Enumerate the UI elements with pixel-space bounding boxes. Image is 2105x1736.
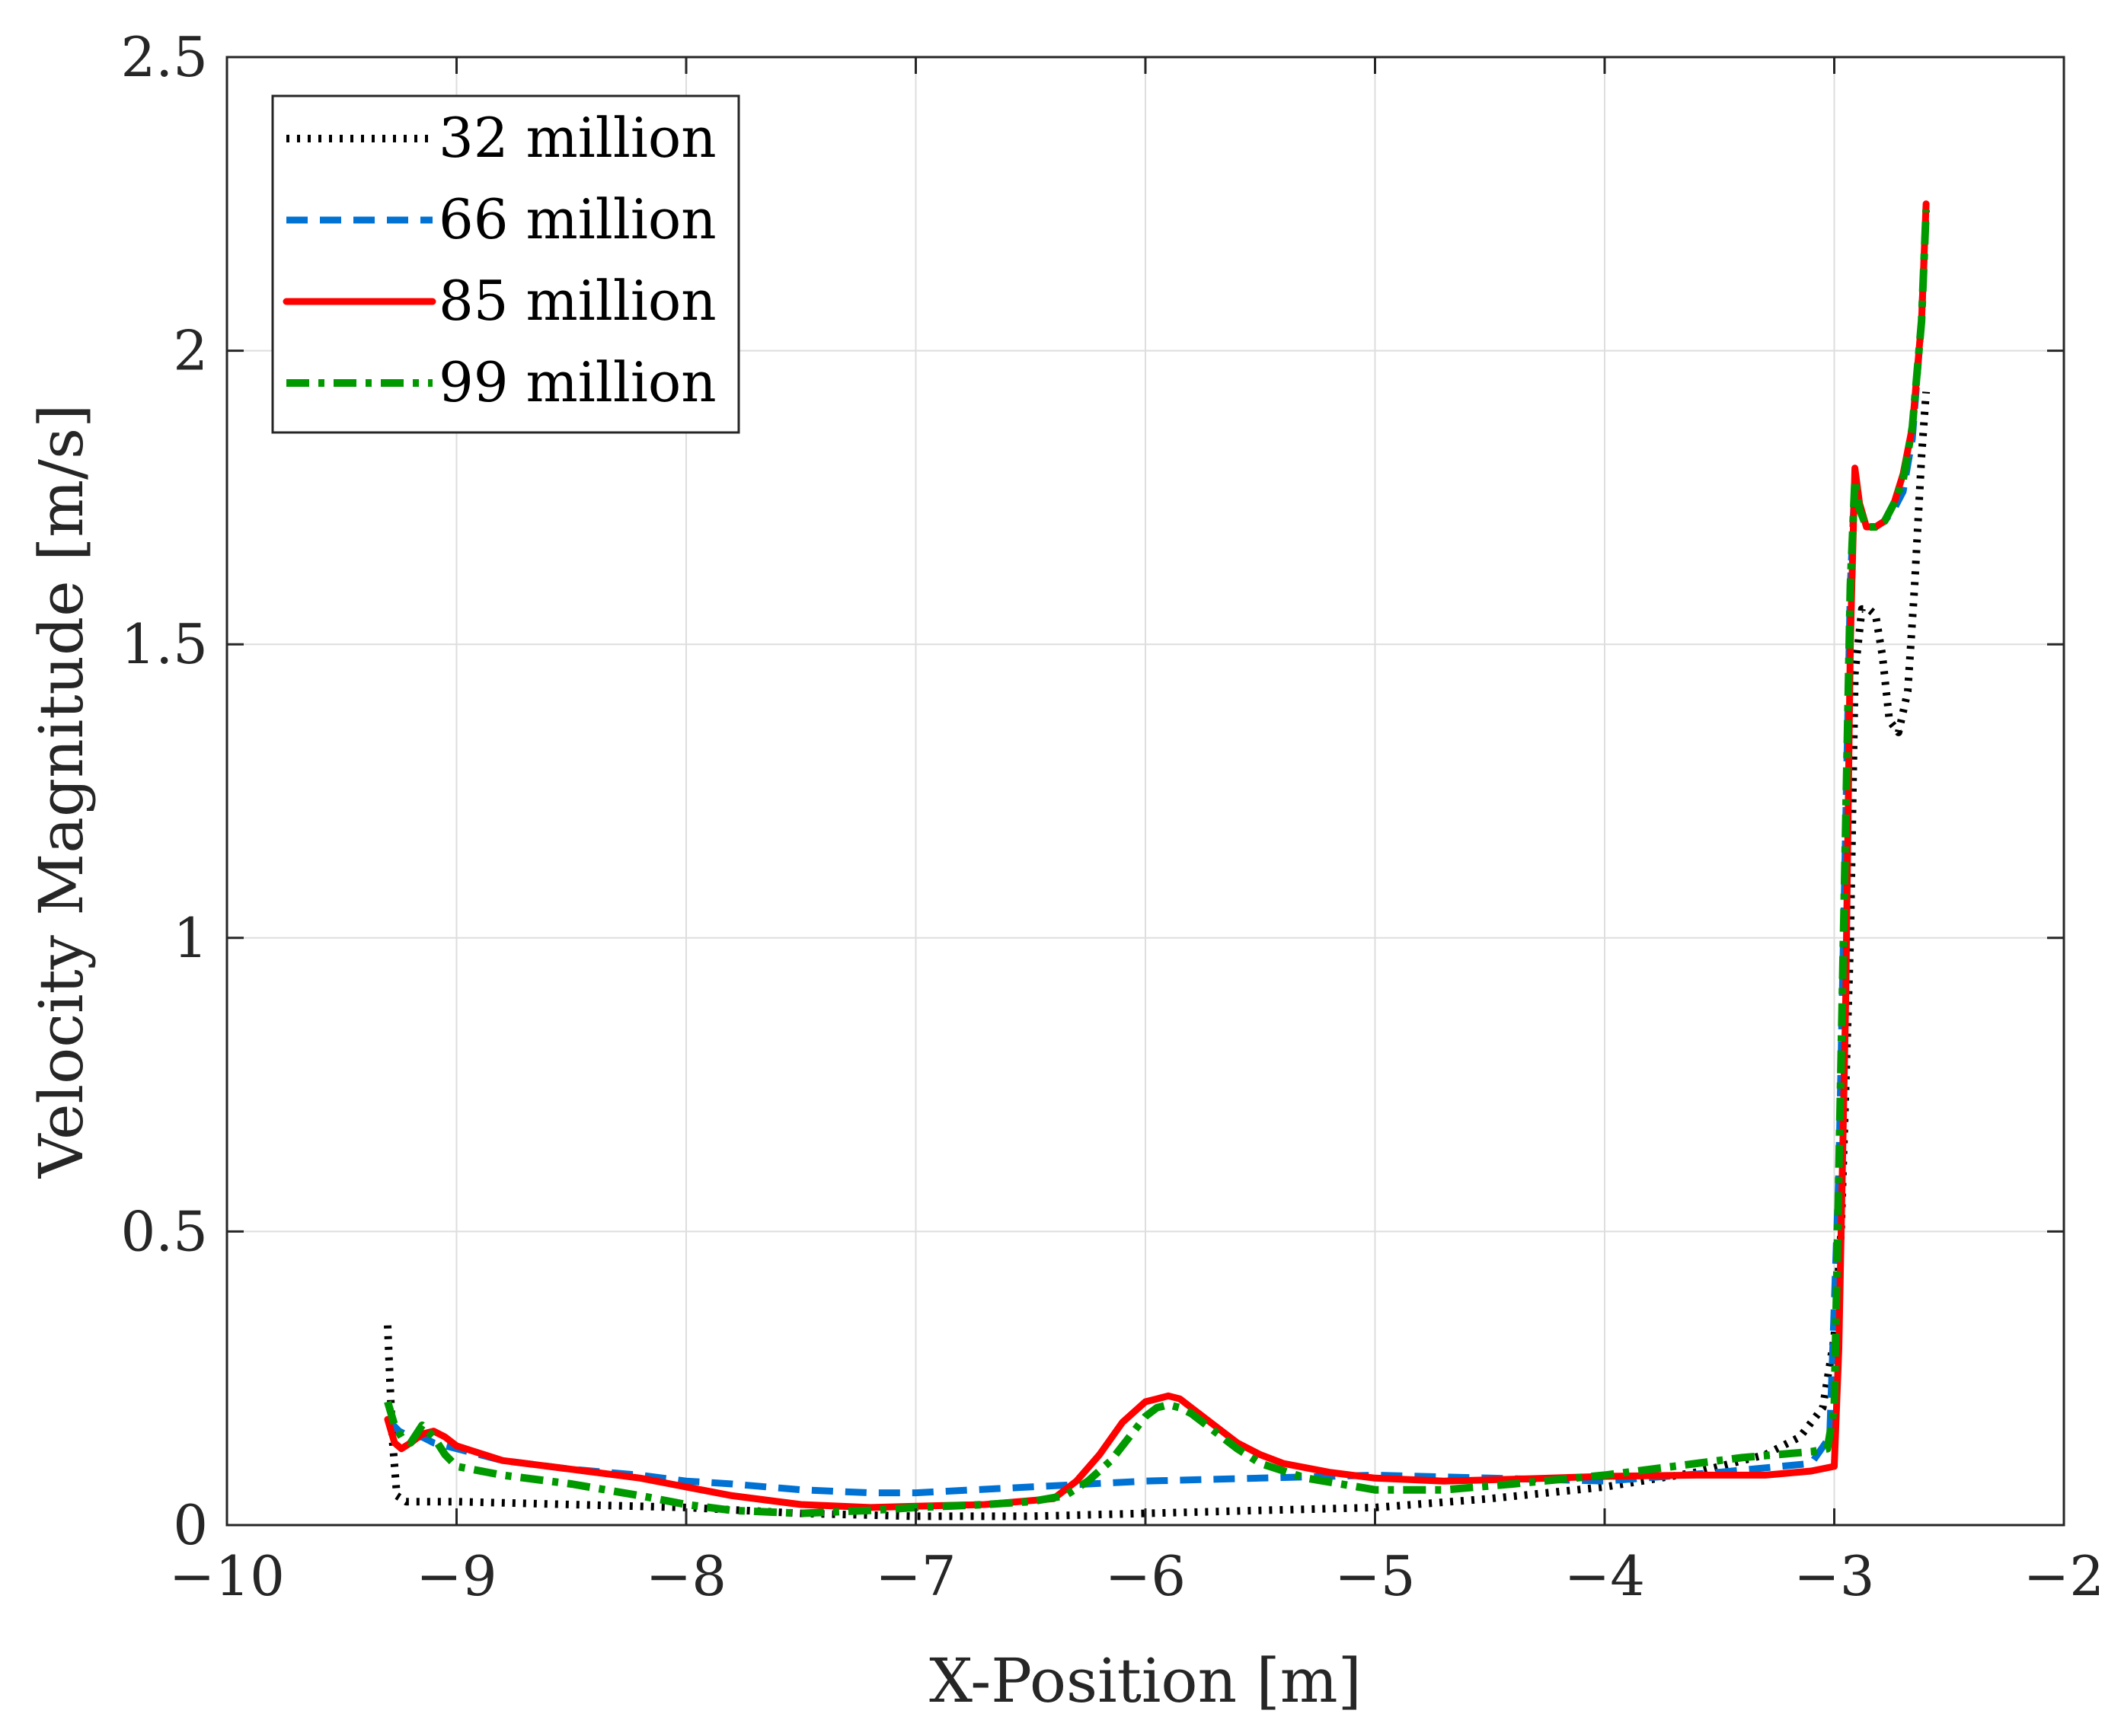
- x-tick-labels: −10 −9 −8 −7 −6 −5 −4 −3 −2: [169, 1544, 2104, 1608]
- series-line-99-million: [384, 209, 1931, 1517]
- axis-ticks: [225, 56, 2065, 1527]
- legend: 32 million 66 million 85 million 99 mill…: [271, 94, 740, 434]
- x-tick-label: −5: [1334, 1544, 1415, 1608]
- x-tick-label: −10: [169, 1544, 285, 1608]
- legend-label-99-million: 99 million: [439, 350, 717, 414]
- x-tick-label: −3: [1794, 1544, 1874, 1608]
- legend-label-85-million: 85 million: [439, 269, 717, 333]
- y-axis-label: Velocity Magnitude [m/s]: [26, 404, 97, 1179]
- x-tick-label: −6: [1105, 1544, 1186, 1608]
- y-tick-label: 0.5: [120, 1199, 208, 1263]
- x-tick-label: −7: [875, 1544, 956, 1608]
- legend-box: [271, 94, 740, 434]
- series-line-32-million: [384, 391, 1931, 1521]
- y-tick-label: 0: [173, 1493, 208, 1557]
- y-tick-label: 2.5: [120, 25, 208, 89]
- legend-label-32-million: 32 million: [439, 106, 717, 170]
- x-axis-label: X-Position [m]: [929, 1645, 1362, 1716]
- legend-label-66-million: 66 million: [439, 187, 717, 251]
- x-tick-label: −8: [646, 1544, 727, 1608]
- y-tick-label: 1.5: [120, 612, 208, 676]
- series-lines: [384, 200, 1931, 1521]
- y-tick-labels: 0 0.5 1 1.5 2 2.5: [120, 25, 208, 1557]
- x-tick-label: −2: [2024, 1544, 2104, 1608]
- x-tick-label: −4: [1564, 1544, 1645, 1608]
- x-tick-label: −9: [416, 1544, 497, 1608]
- y-tick-label: 2: [173, 319, 208, 383]
- y-tick-label: 1: [173, 906, 208, 970]
